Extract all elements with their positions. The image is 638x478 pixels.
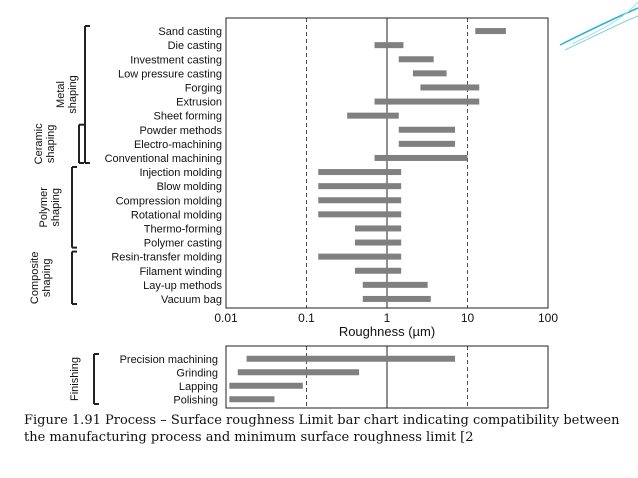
bar bbox=[374, 154, 468, 161]
bar bbox=[398, 126, 456, 133]
category-label: Lay-up methods bbox=[143, 280, 222, 292]
bar bbox=[374, 98, 480, 105]
group-label: shaping bbox=[50, 188, 62, 227]
group-label: Composite bbox=[29, 252, 41, 305]
category-label: Resin-transfer molding bbox=[111, 252, 222, 264]
bar bbox=[318, 211, 402, 218]
group-label: Finishing bbox=[69, 357, 81, 401]
bar bbox=[246, 355, 456, 362]
category-label: Injection molding bbox=[139, 167, 222, 179]
bar bbox=[362, 295, 431, 302]
swoosh-line bbox=[559, 7, 638, 46]
category-label: Thermo-forming bbox=[144, 223, 222, 235]
bar bbox=[354, 267, 402, 274]
x-tick-label: 0.1 bbox=[298, 311, 315, 325]
swoosh-line bbox=[571, 1, 638, 45]
category-label: Investment casting bbox=[130, 54, 222, 66]
x-tick-label: 10 bbox=[461, 311, 475, 325]
x-tick-label: 1 bbox=[384, 311, 391, 325]
group-label: Metal bbox=[55, 81, 67, 108]
category-label: Die casting bbox=[168, 40, 222, 52]
category-label: Sheet forming bbox=[154, 111, 222, 123]
category-label: Low pressure casting bbox=[118, 68, 222, 80]
bar bbox=[398, 140, 456, 147]
group-label: shaping bbox=[41, 259, 53, 298]
category-label: Grinding bbox=[176, 367, 218, 379]
bar bbox=[362, 281, 428, 288]
group-label: shaping bbox=[45, 125, 57, 164]
category-label: Extrusion bbox=[176, 97, 222, 109]
x-tick-label: 0.01 bbox=[214, 311, 238, 325]
category-label: Polishing bbox=[173, 394, 218, 406]
main-process-chart: Sand casting Die casting Investment castin… bbox=[29, 17, 558, 339]
category-label: Powder methods bbox=[139, 125, 222, 137]
bar bbox=[412, 70, 447, 77]
group-label: shaping bbox=[67, 75, 79, 114]
group-label: Polymer bbox=[38, 187, 50, 228]
swoosh-line bbox=[564, 15, 638, 51]
bar bbox=[354, 239, 402, 246]
bar bbox=[318, 253, 402, 260]
category-label: Sand casting bbox=[158, 26, 222, 38]
x-tick-label: 100 bbox=[538, 311, 558, 325]
bar bbox=[374, 42, 404, 49]
bar bbox=[237, 369, 360, 376]
category-label: Blow molding bbox=[157, 181, 222, 193]
category-label: Polymer casting bbox=[144, 238, 222, 250]
bar bbox=[229, 382, 303, 389]
category-label: Rotational molding bbox=[131, 209, 222, 221]
category-label: Vacuum bag bbox=[161, 294, 222, 306]
category-label: Precision machining bbox=[120, 354, 218, 366]
bar bbox=[318, 197, 402, 204]
bar bbox=[347, 112, 399, 119]
bar bbox=[354, 225, 402, 232]
bar bbox=[398, 56, 434, 63]
group-label: Ceramic bbox=[33, 123, 45, 164]
category-label: Lapping bbox=[179, 381, 218, 393]
category-label: Electro-machining bbox=[134, 139, 222, 151]
bar bbox=[420, 84, 480, 91]
x-axis-label: Roughness (µm) bbox=[339, 324, 435, 339]
bar bbox=[318, 169, 402, 176]
bar bbox=[318, 183, 402, 190]
category-label: Conventional machining bbox=[105, 153, 222, 165]
bar bbox=[229, 396, 275, 403]
category-label: Compression molding bbox=[116, 195, 222, 207]
category-label: Forging bbox=[185, 82, 222, 94]
category-label: Filament winding bbox=[139, 266, 222, 278]
bar bbox=[475, 28, 506, 35]
figure-caption: Figure 1.91 Process – Surface roughness … bbox=[24, 413, 620, 445]
